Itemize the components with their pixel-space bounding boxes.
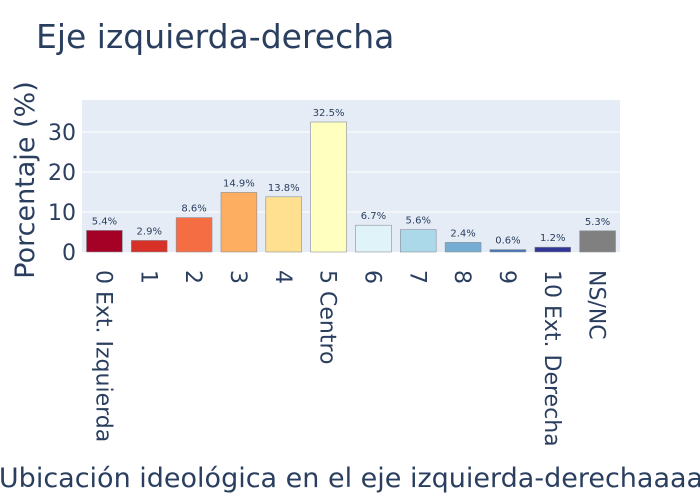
bar-value-label: 0.6% — [495, 236, 520, 247]
x-axis-title: Ubicación ideológica en el eje izquierda… — [0, 463, 700, 494]
bar — [444, 242, 482, 253]
chart-title: Eje izquierda-derecha — [36, 17, 394, 56]
x-tick-label: 1 — [135, 270, 160, 284]
bar-value-label: 2.9% — [137, 226, 162, 237]
bar — [265, 196, 302, 253]
bar — [579, 230, 616, 253]
x-tick-label: 6 — [359, 270, 384, 284]
bar-value-label: 1.2% — [540, 233, 565, 244]
bar-value-label: 32.5% — [313, 108, 345, 119]
bar — [310, 121, 347, 253]
bar — [489, 249, 527, 253]
bar-value-label: 6.7% — [361, 211, 386, 222]
bar-value-label: 8.6% — [181, 204, 206, 215]
y-axis-title: Porcentaje (%) — [10, 81, 41, 278]
x-tick-label: 0 Ext. Izquierda — [90, 270, 115, 442]
y-tick-label: 10 — [48, 201, 76, 226]
bar-value-label: 5.4% — [92, 216, 117, 227]
bar — [355, 224, 392, 253]
bar — [534, 246, 571, 253]
x-tick-label: 3 — [225, 270, 250, 284]
x-tick-label: 2 — [180, 270, 205, 284]
bar-value-label: 5.3% — [585, 217, 610, 228]
plot-area — [82, 100, 620, 252]
y-tick-label: 20 — [48, 161, 76, 186]
bar-value-label: 5.6% — [406, 216, 431, 227]
x-tick-label: 4 — [270, 270, 295, 284]
x-tick-label: NS/NC — [584, 270, 609, 340]
bar-value-label: 14.9% — [223, 178, 255, 189]
bar — [400, 229, 437, 253]
bar-value-label: 13.8% — [268, 183, 300, 194]
bar-value-label: 2.4% — [450, 228, 475, 239]
bar — [175, 217, 213, 253]
bar — [86, 230, 123, 253]
x-tick-label: 10 Ext. Derecha — [539, 270, 564, 447]
bar — [131, 240, 168, 253]
y-tick-label: 30 — [48, 121, 76, 146]
y-tick-label: 0 — [62, 241, 76, 266]
bar — [220, 192, 258, 253]
x-tick-label: 5 Centro — [315, 270, 340, 364]
x-tick-label: 8 — [449, 270, 474, 284]
x-tick-label: 7 — [404, 270, 429, 284]
x-tick-label: 9 — [494, 270, 519, 284]
